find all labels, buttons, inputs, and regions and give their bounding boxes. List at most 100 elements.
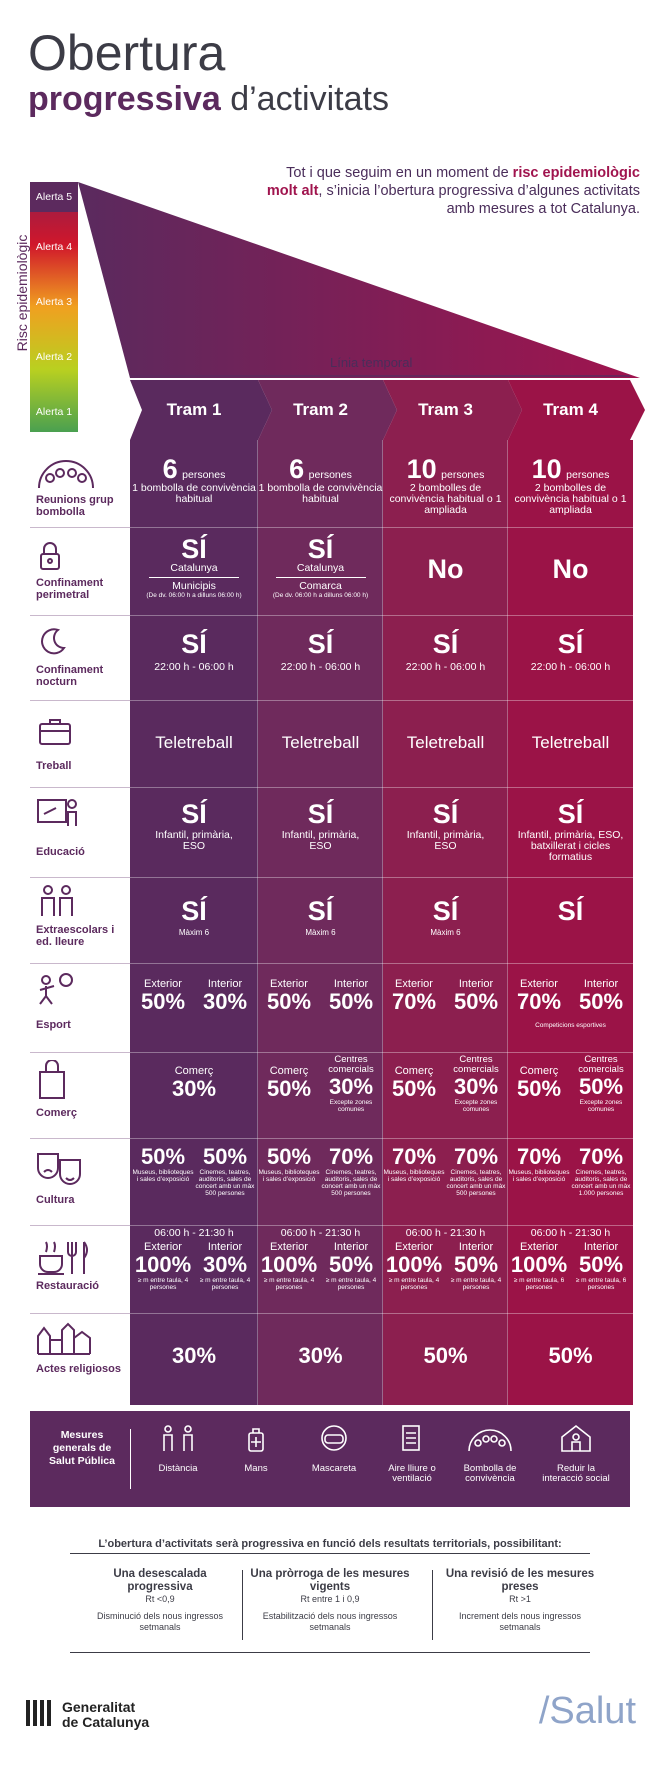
risk-triangle bbox=[78, 182, 640, 378]
esport-cell-1: Exterior 50% Interior 30% bbox=[140, 978, 248, 1014]
bubble-group-icon bbox=[468, 1429, 512, 1452]
comerc-cell-3: Comerç 50% Centres comercials 30% Excepte z… bbox=[391, 1054, 499, 1114]
bottom-title: L’obertura d’activitats serà progressiva… bbox=[98, 1538, 562, 1550]
tram4-arrow bbox=[508, 380, 645, 440]
people-group-icon bbox=[38, 460, 94, 489]
educacio-cell-3: SÍ Infantil, primària, ESO bbox=[406, 799, 485, 852]
row-label-restauracio: Restauració bbox=[36, 1280, 99, 1292]
esport-cell-4: Exterior 70% Interior 50% Competicions esp… bbox=[516, 978, 624, 1029]
row-label-educacio: Educació bbox=[36, 846, 85, 858]
row-label-perimetral: Confinament perimetral bbox=[36, 577, 104, 601]
row-label-extraescolars: Extraescolars i ed. lleure bbox=[36, 924, 115, 948]
measures-divider bbox=[130, 1429, 131, 1489]
nocturn-cell-2: SÍ 22:00 h - 06:00 h bbox=[280, 629, 361, 673]
shopping-bag-icon bbox=[39, 1060, 65, 1099]
measure-aire-lliure: Aire lliure o ventilació bbox=[376, 1423, 448, 1484]
measure-mascareta: Mascareta bbox=[298, 1423, 370, 1474]
treball-cell-3: Teletreball bbox=[406, 733, 485, 752]
actes-cell-1: 30% bbox=[171, 1343, 217, 1368]
nocturn-cell-3: SÍ 22:00 h - 06:00 h bbox=[405, 629, 486, 673]
alert-1: Alerta 1 bbox=[35, 406, 73, 418]
theatre-masks-icon bbox=[37, 1153, 81, 1185]
face-mask-icon bbox=[321, 1425, 347, 1451]
row-label-treball: Treball bbox=[36, 760, 72, 772]
extraescolars-cell-3: SÍ Màxim 6 bbox=[430, 896, 461, 937]
intro-pre: Tot i que seguim en un moment de bbox=[286, 165, 513, 181]
bottom-bottom-rule bbox=[70, 1652, 590, 1653]
timeline-label: Línia temporal bbox=[330, 355, 413, 370]
comerc-cell-1: Comerç 30% bbox=[171, 1065, 217, 1101]
restauracio-cell-3: 06:00 h - 21:30 h Exterior 100% ≥ m entre … bbox=[385, 1227, 502, 1292]
row-label-comerc: Comerç bbox=[36, 1107, 77, 1119]
row-label-esport: Esport bbox=[36, 1019, 71, 1031]
hand-sanitizer-icon bbox=[248, 1428, 264, 1452]
measures-title: Mesures generals de Salut Pública bbox=[49, 1429, 115, 1467]
page-title: Obertura bbox=[28, 25, 226, 81]
tram-3: Tram 3 bbox=[418, 400, 473, 419]
nocturn-cell-4: SÍ 22:00 h - 06:00 h bbox=[530, 629, 611, 673]
restauracio-cell-4: 06:00 h - 21:30 h Exterior 100% ≥ m entre … bbox=[510, 1227, 627, 1292]
risk-axis-label: Risc epidemiològic bbox=[14, 234, 30, 352]
alert5-box bbox=[30, 182, 78, 212]
row-label-actes: Actes religiosos bbox=[36, 1363, 121, 1375]
tram-4: Tram 4 bbox=[543, 400, 598, 419]
tram-2: Tram 2 bbox=[293, 400, 348, 419]
extraescolars-cell-1: SÍ Màxim 6 bbox=[178, 896, 210, 937]
comerc-cell-4: Comerç 50% Centres comercials 50% Excepte z… bbox=[516, 1054, 624, 1114]
teacher-board-icon bbox=[37, 799, 77, 826]
treball-cell-2: Teletreball bbox=[281, 733, 360, 752]
tram2-arrow bbox=[258, 380, 397, 440]
reunions-cell-3: 10 persones 2 bombolles de convivència ha… bbox=[389, 454, 502, 516]
tram1-arrow bbox=[130, 380, 272, 440]
scenario-prorroga: Una pròrroga de les mesures vigents Rt en… bbox=[250, 1568, 410, 1632]
educacio-cell-4: SÍ Infantil, primària, ESO, batxillerat i… bbox=[517, 799, 624, 863]
intro-text: Tot i que seguim en un moment de risc ep… bbox=[260, 164, 640, 218]
measure-bombolla: Bombolla de convivència bbox=[454, 1423, 526, 1484]
reunions-cell-2: 6 persones 1 bombolla de convivència habi… bbox=[258, 454, 383, 505]
restauracio-cell-1: 06:00 h - 21:30 h Exterior 100% ≥ m entre … bbox=[134, 1227, 251, 1292]
alert-4: Alerta 4 bbox=[35, 241, 73, 253]
perimetral-cell-4: No bbox=[552, 554, 589, 584]
perimetral-cell-2: SÍ Catalunya Comarca (De dv. 06:00 h a dill… bbox=[272, 534, 369, 599]
restauracio-cell-2: 06:00 h - 21:30 h Exterior 100% ≥ m entre … bbox=[260, 1227, 377, 1292]
col-divider bbox=[507, 440, 508, 1405]
col-divider bbox=[382, 440, 383, 1405]
reunions-cell-4: 10 persones 2 bombolles de convivència ha… bbox=[514, 454, 627, 516]
measure-reduir-interaccio: Reduir la interacció social bbox=[540, 1423, 612, 1484]
children-icon bbox=[41, 885, 73, 916]
risk-gradient-bar bbox=[30, 182, 78, 432]
row-label-reunions: Reunions grup bombolla bbox=[36, 494, 114, 518]
measure-mans: Mans bbox=[220, 1423, 292, 1474]
ball-player-icon bbox=[39, 973, 73, 1005]
bottom-divider bbox=[242, 1570, 243, 1640]
house-person-icon bbox=[561, 1424, 591, 1452]
generalitat-wordmark: Generalitat de Catalunya bbox=[62, 1699, 150, 1730]
church-buildings-icon bbox=[37, 1322, 91, 1355]
window-ventilation-icon bbox=[402, 1425, 420, 1451]
reunions-cell-1: 6 persones 1 bombolla de convivència habi… bbox=[132, 454, 256, 505]
treball-cell-4: Teletreball bbox=[531, 733, 610, 752]
distance-people-icon bbox=[163, 1425, 193, 1451]
tram-1: Tram 1 bbox=[166, 400, 222, 419]
subtitle-rest: d’activitats bbox=[230, 80, 389, 118]
alert-5: Alerta 5 bbox=[35, 191, 73, 203]
column-tram-2 bbox=[258, 440, 383, 1405]
cultura-cell-3: 70% Museus, biblioteques i sales d’exposi… bbox=[383, 1144, 506, 1198]
row-label-nocturn: Confinament nocturn bbox=[36, 664, 104, 688]
page-subtitle: progressiva d’activitats bbox=[28, 82, 389, 116]
column-tram-3 bbox=[383, 440, 508, 1405]
row-label-cultura: Cultura bbox=[36, 1194, 75, 1206]
nocturn-cell-1: SÍ 22:00 h - 06:00 h bbox=[154, 629, 234, 673]
public-health-measures-banner: Mesures generals de Salut Pública Distàn… bbox=[30, 1411, 630, 1507]
scenario-desescalada: Una desescalada progressiva Rt <0,9 Dismin… bbox=[96, 1568, 224, 1632]
actes-cell-4: 50% bbox=[548, 1343, 593, 1368]
esport-cell-3: Exterior 70% Interior 50% bbox=[391, 978, 499, 1014]
padlock-icon bbox=[40, 542, 60, 570]
bottom-top-rule bbox=[70, 1553, 590, 1554]
extraescolars-cell-2: SÍ Màxim 6 bbox=[305, 896, 336, 937]
actes-cell-2: 30% bbox=[298, 1343, 343, 1368]
educacio-cell-2: SÍ Infantil, primària, ESO bbox=[281, 799, 360, 852]
cup-fork-knife-icon bbox=[38, 1241, 88, 1275]
alert-2: Alerta 2 bbox=[35, 351, 73, 363]
perimetral-cell-3: No bbox=[427, 554, 464, 584]
